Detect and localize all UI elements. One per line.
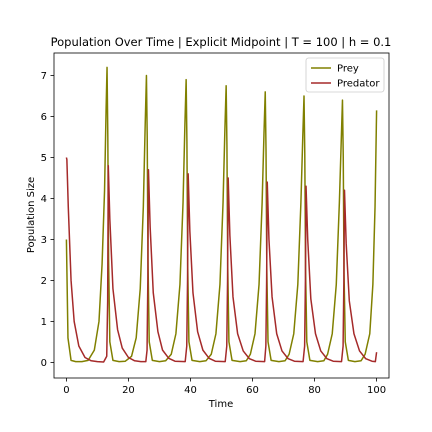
x-tick-label: 40 [184,385,197,396]
x-tick-label: 80 [308,385,321,396]
legend-label-predator: Predator [337,79,380,90]
chart-title: Population Over Time | Explicit Midpoint… [51,35,392,49]
axes-frame [53,52,390,379]
y-axis-label: Population Size [26,177,37,253]
y-tick-label: 2 [41,276,47,287]
x-axis-label: Time [208,399,233,410]
x-tick-label: 20 [122,385,135,396]
series-line-prey [65,66,378,363]
series-line-predator [65,157,378,363]
legend-label-prey: Prey [337,64,359,75]
y-tick-label: 4 [41,194,47,205]
y-tick-label: 0 [41,358,47,369]
y-tick-label: 7 [41,71,47,82]
x-tick-label: 100 [367,385,386,396]
y-tick-label: 3 [41,235,47,246]
plot-area: 0 20 40 60 80 100 0 1 2 3 4 5 6 7 Prey Predator [41,52,390,396]
x-tick-label: 60 [246,385,259,396]
y-tick-label: 6 [41,112,47,123]
y-tick-label: 1 [41,317,47,328]
y-tick-label: 5 [41,153,47,164]
x-tick-label: 0 [63,385,69,396]
